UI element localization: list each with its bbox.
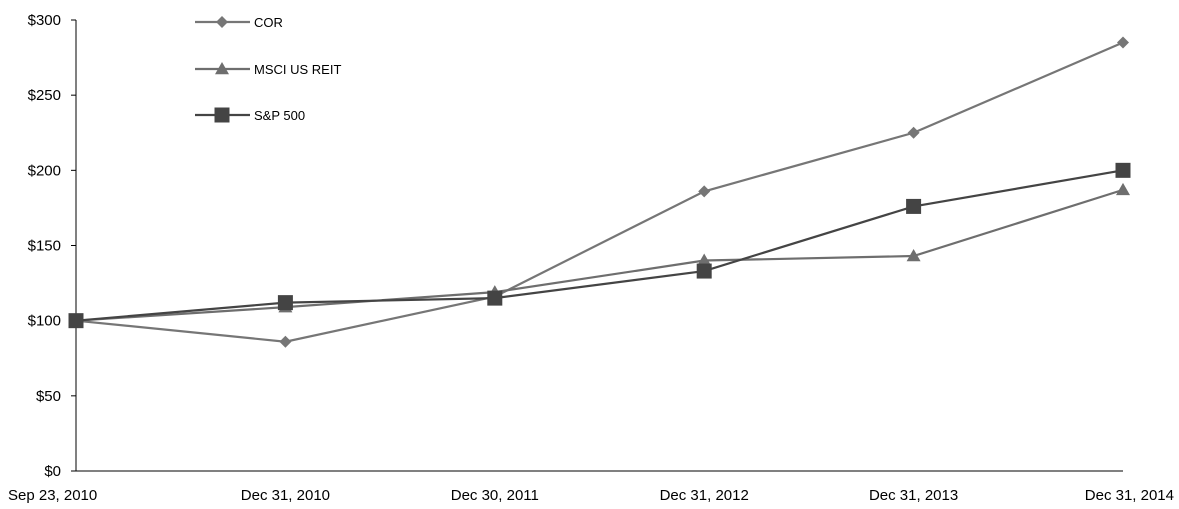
legend-marker <box>214 107 230 123</box>
y-tick-label: $100 <box>28 313 61 330</box>
data-point <box>1117 36 1129 49</box>
series-lines <box>68 36 1131 348</box>
x-tick-label: Dec 30, 2011 <box>451 487 539 504</box>
series-line <box>75 188 1124 322</box>
data-point <box>277 295 293 311</box>
data-point <box>906 249 921 262</box>
data-point <box>487 290 503 306</box>
data-point <box>1116 182 1130 196</box>
legend-label: S&P 500 <box>254 108 305 123</box>
data-point <box>698 185 711 198</box>
series-msci-us-reit <box>69 182 1130 326</box>
legend-marker <box>216 16 228 28</box>
series-cor <box>70 36 1129 348</box>
y-tick-label: $0 <box>44 463 61 480</box>
x-tick-label: Sep 23, 2010 <box>8 487 97 504</box>
series-line <box>75 169 1124 322</box>
data-point <box>68 313 84 329</box>
x-tick-label: Dec 31, 2012 <box>660 487 749 504</box>
x-tick-label: Dec 31, 2014 <box>1085 487 1174 504</box>
data-point <box>907 126 920 139</box>
legend-item: S&P 500 <box>195 107 305 123</box>
series-s-p-500 <box>68 162 1131 329</box>
legend-marker <box>215 62 229 75</box>
y-tick-label: $300 <box>28 12 61 29</box>
y-tick-label: $50 <box>36 388 61 405</box>
legend: COR MSCI US REIT S&P 500 <box>195 15 341 123</box>
legend-item: COR <box>195 15 283 30</box>
x-tick-label: Dec 31, 2013 <box>869 487 958 504</box>
series-line <box>75 41 1124 343</box>
y-tick-label: $250 <box>28 87 61 104</box>
legend-label: COR <box>254 15 283 30</box>
data-point <box>696 263 712 279</box>
y-tick-label: $200 <box>28 162 61 179</box>
legend-label: MSCI US REIT <box>254 62 341 77</box>
data-point <box>906 198 922 214</box>
data-point <box>279 335 292 348</box>
data-point <box>697 253 712 266</box>
data-point <box>1115 162 1131 178</box>
axes: $0 $50 $100 $150 $200 $250 $300 Sep 23, 2010 Dec… <box>8 12 1174 504</box>
x-tick-label: Dec 31, 2010 <box>241 487 330 504</box>
legend-item: MSCI US REIT <box>195 62 341 77</box>
y-tick-label: $150 <box>28 238 61 255</box>
